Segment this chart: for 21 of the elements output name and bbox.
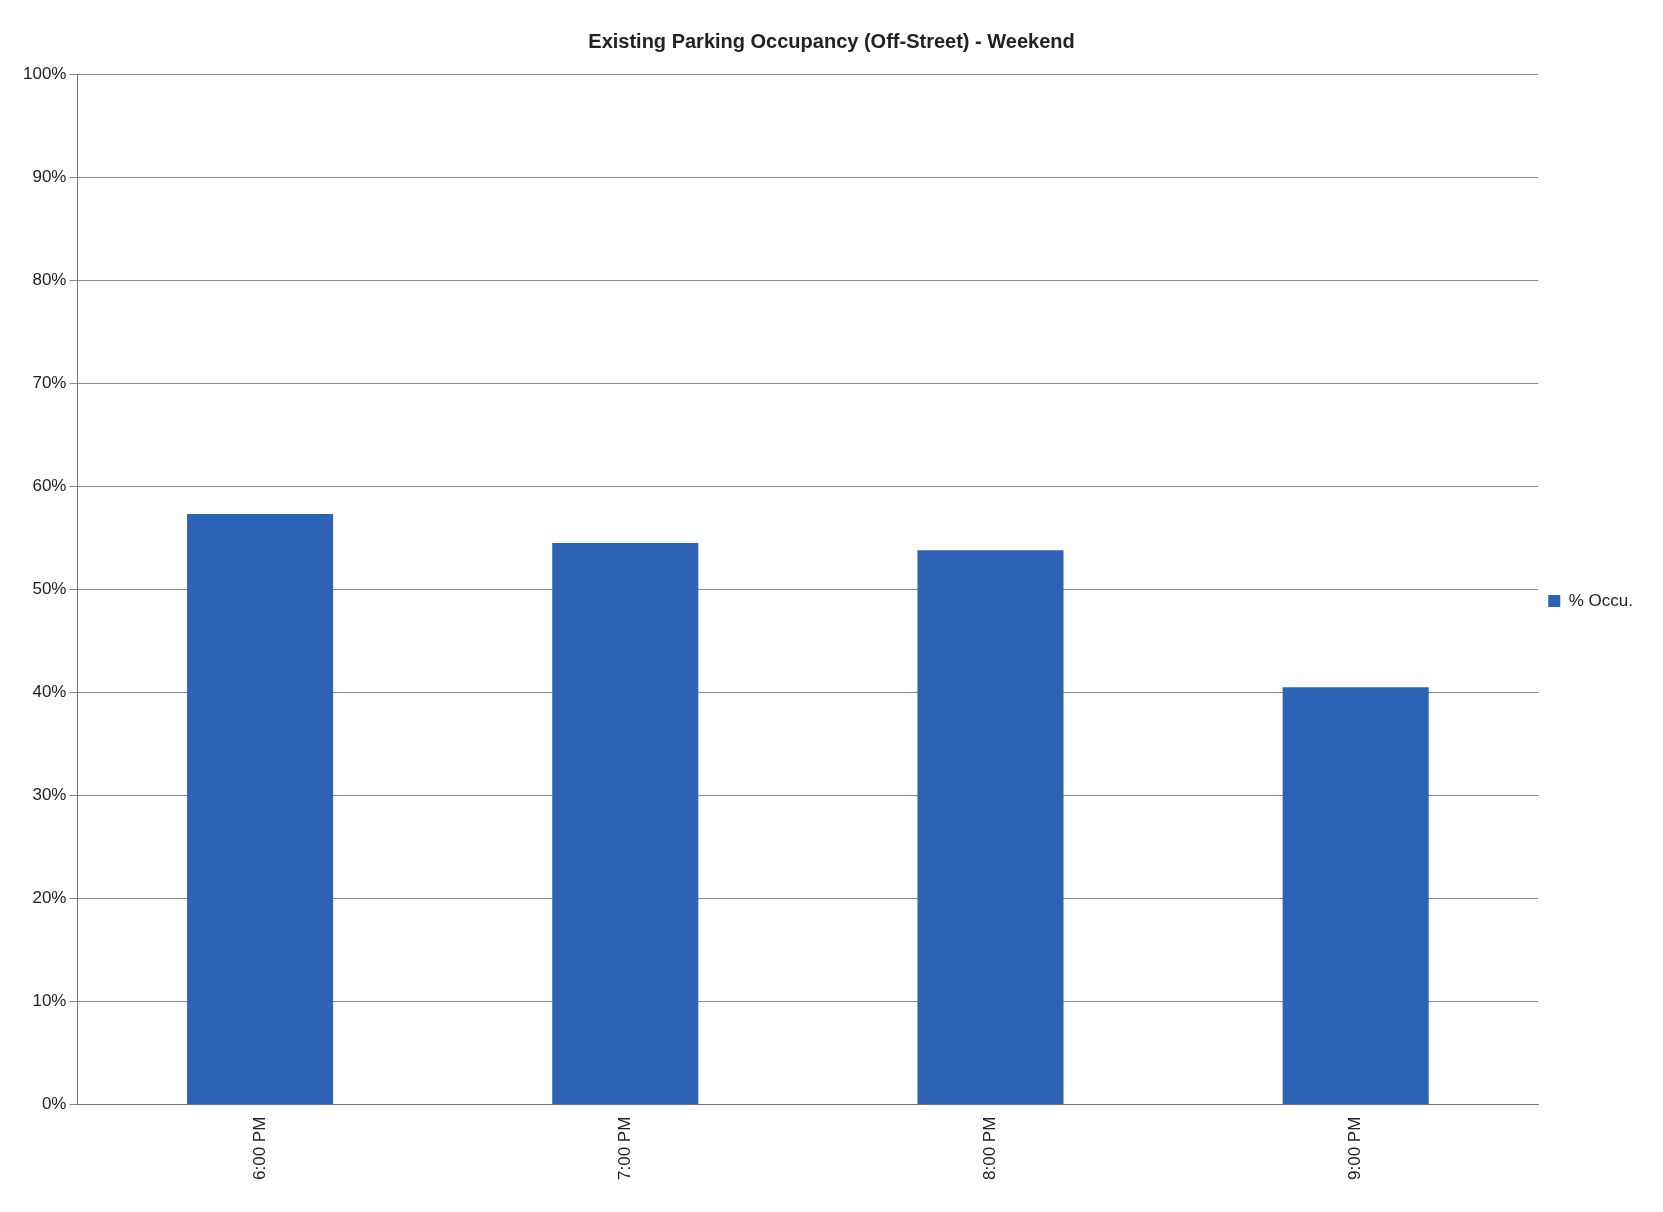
bar (552, 542, 699, 1105)
chart-title: Existing Parking Occupancy (Off-Street) - Weekend (588, 29, 1075, 52)
y-tick-label: 0% (41, 1094, 67, 1114)
legend-label: % Occu. (1568, 590, 1634, 610)
y-tick-label: 30% (32, 785, 67, 805)
y-tick-label: 60% (32, 475, 67, 495)
y-tick-label: 10% (32, 991, 67, 1011)
y-tick-label: 100% (23, 63, 67, 83)
y-tick-label: 40% (32, 682, 67, 702)
x-tick-label: 7:00 PM (614, 1116, 634, 1180)
bar (917, 550, 1064, 1105)
y-tick-label: 80% (32, 269, 67, 289)
y-tick-label: 20% (32, 888, 67, 908)
x-tick-label: 8:00 PM (980, 1116, 1000, 1180)
bar (1282, 687, 1429, 1105)
x-tick-label: 6:00 PM (249, 1116, 269, 1180)
x-tick-label: 9:00 PM (1345, 1116, 1365, 1180)
bar (187, 514, 334, 1105)
y-tick-label: 70% (32, 372, 67, 392)
y-tick-label: 50% (32, 579, 67, 599)
y-tick-label: 90% (32, 166, 67, 186)
